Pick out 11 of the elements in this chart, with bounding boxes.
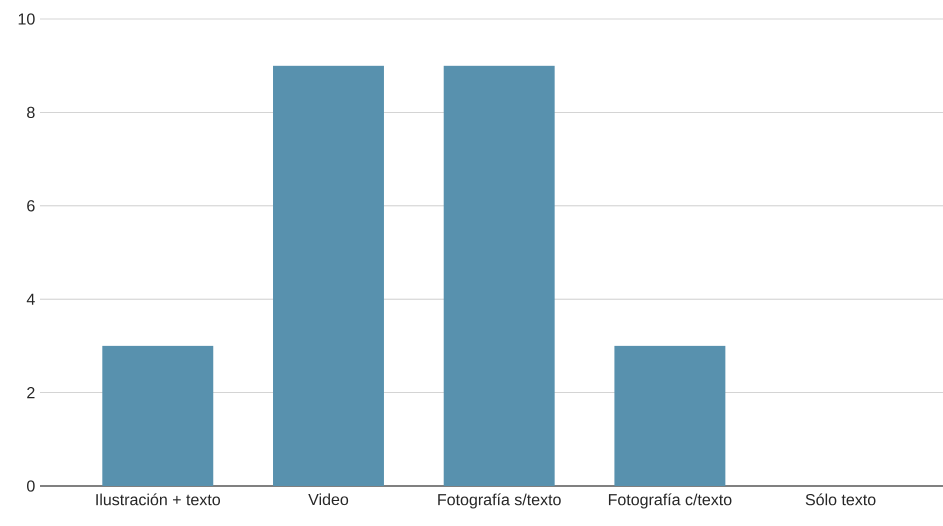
- y-tick-label: 8: [27, 106, 35, 118]
- y-tick-label: 10: [18, 13, 35, 25]
- x-tick-label: Fotografía c/texto: [608, 493, 732, 508]
- y-tick-label: 2: [27, 387, 34, 398]
- y-tick-label: 4: [26, 294, 35, 305]
- y-tick-label: 0: [27, 480, 35, 492]
- x-tick-label: Ilustración + texto: [96, 493, 220, 506]
- x-tick-label: Fotografía s/texto: [438, 493, 561, 508]
- x-tick-label: Video: [308, 493, 348, 506]
- x-tick-label: Sólo texto: [806, 493, 876, 506]
- y-tick-label: 6: [27, 200, 35, 212]
